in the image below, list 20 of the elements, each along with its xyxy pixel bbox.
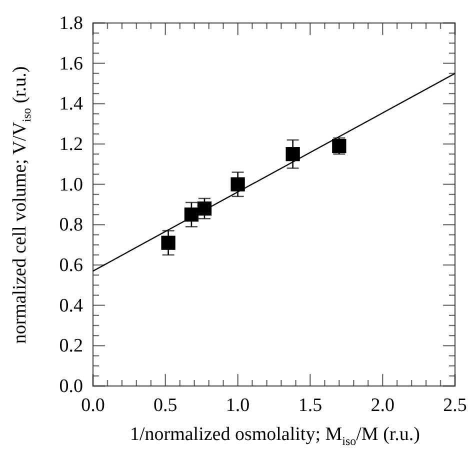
x-axis-title: 1/normalized osmolality; M$_{iso}$/M (r.u.): [128, 424, 421, 449]
y-tick-label: 0.8: [59, 214, 83, 236]
y-tick-label: 0.4: [59, 295, 84, 316]
y-tick-label: 1.4: [59, 94, 84, 115]
point: [286, 147, 300, 162]
y-tick-label: 0.2: [59, 336, 83, 357]
y-tick-label: 0.6: [59, 255, 83, 276]
y-tick-label: 0.0: [59, 376, 83, 397]
y-tick-label: 1.8: [59, 13, 83, 34]
x-tick-label: 0.5: [154, 395, 178, 416]
x-tick-label: 2.5: [443, 395, 467, 416]
point: [230, 177, 245, 192]
x-tick-label: 1.5: [298, 395, 322, 416]
y-tick-label: 1.0: [59, 174, 83, 196]
x-tick-label: 2.0: [370, 395, 394, 416]
x-tick-label: 1.0: [226, 395, 250, 416]
y-tick-label: 1.6: [59, 53, 83, 74]
y-tick-label: 1.2: [59, 134, 83, 155]
point: [161, 236, 176, 250]
x-tick-label: 0.0: [81, 395, 105, 416]
